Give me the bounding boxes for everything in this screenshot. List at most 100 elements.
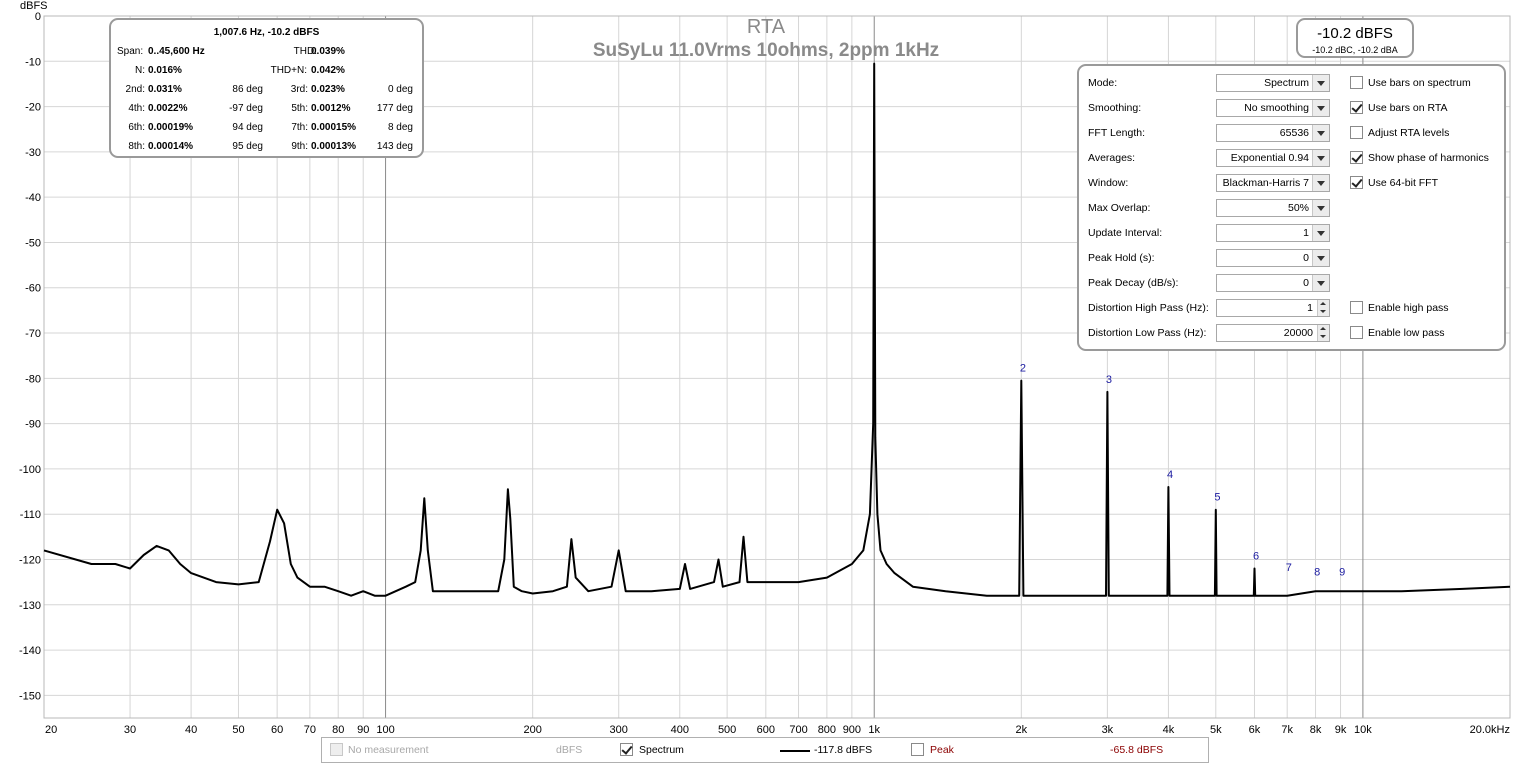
option-checkbox[interactable] (1350, 76, 1363, 89)
control-dropdown[interactable]: 0 (1216, 249, 1330, 267)
option-checkbox-label: Use 64-bit FFT (1368, 177, 1439, 189)
harmonic-5-label: 5th: (291, 103, 308, 114)
span-label: Span: (117, 46, 144, 57)
chevron-down-icon[interactable] (1312, 175, 1329, 191)
harmonic-5-phase: 177 deg (376, 103, 413, 114)
harmonic-label: 8 (1314, 566, 1320, 578)
y-tick-label: -110 (20, 509, 41, 521)
chevron-down-icon[interactable] (1312, 75, 1329, 91)
controls-panel: Mode: Spectrum Smoothing: No smoothing FFT L… (1077, 64, 1506, 351)
y-tick-label: -100 (19, 464, 41, 476)
x-tick-label: 3k (1102, 724, 1114, 736)
harmonic-4-label: 4th: (128, 103, 145, 114)
harmonic-labels: 2 3 4 5 6 7 8 9 (1020, 363, 1345, 579)
option-checkbox[interactable] (1350, 126, 1363, 139)
chevron-down-icon[interactable] (1312, 150, 1329, 166)
control-row: Distortion Low Pass (Hz): 20000 (1088, 324, 1498, 344)
chevron-down-icon[interactable] (1312, 275, 1329, 291)
control-value: 0 (1303, 277, 1309, 289)
peak-checkbox[interactable] (911, 743, 924, 756)
option-checkbox[interactable] (1350, 301, 1363, 314)
control-spinbox[interactable]: 20000 (1216, 324, 1330, 342)
control-label: Averages: (1088, 152, 1136, 164)
thd-label: THD: (293, 46, 317, 57)
control-row: Mode: Spectrum (1088, 74, 1498, 94)
harmonic-9-value: 0.00013% (311, 141, 357, 152)
x-tick-label: 900 (843, 724, 861, 736)
distortion-header: 1,007.6 Hz, -10.2 dBFS (213, 27, 320, 38)
spectrum-checkbox[interactable] (620, 743, 633, 756)
control-spinbox[interactable]: 1 (1216, 299, 1330, 317)
x-tick-label: 4k (1163, 724, 1175, 736)
harmonic-2-phase: 86 deg (232, 84, 263, 95)
no-measurement-checkbox[interactable] (330, 743, 343, 756)
harmonic-label: 4 (1167, 469, 1173, 481)
chevron-down-icon[interactable] (1312, 200, 1329, 216)
option-checkbox-label: Adjust RTA levels (1368, 127, 1450, 139)
control-value: 65536 (1279, 127, 1309, 139)
control-row: Window: Blackman-Harris 7 (1088, 174, 1498, 194)
x-tick-label: 700 (789, 724, 807, 736)
control-label: Peak Hold (s): (1088, 252, 1155, 264)
y-tick-label: -130 (19, 600, 41, 612)
option-checkbox[interactable] (1350, 326, 1363, 339)
y-axis-ticks: 0 -10 -20 -30 -40 -50 -60 -70 -80 -90 -100 -110 -120… (19, 11, 41, 702)
chevron-down-icon[interactable] (1312, 250, 1329, 266)
y-tick-label: -50 (25, 237, 41, 249)
control-dropdown[interactable]: 50% (1216, 199, 1330, 217)
thdn-value: 0.042% (311, 65, 345, 76)
x-tick-label: 6k (1249, 724, 1261, 736)
harmonic-label: 2 (1020, 363, 1026, 375)
y-tick-label: -120 (19, 554, 41, 566)
peak-legend-value: -65.8 dBFS (1110, 744, 1164, 756)
spectrum-legend-value: -117.8 dBFS (814, 744, 873, 756)
y-tick-label: 0 (35, 11, 41, 23)
control-dropdown[interactable]: 65536 (1216, 124, 1330, 142)
control-value: No smoothing (1244, 102, 1309, 114)
x-tick-label: 600 (757, 724, 775, 736)
y-tick-label: -30 (25, 147, 41, 159)
control-row: Smoothing: No smoothing (1088, 99, 1498, 119)
harmonic-9-phase: 143 deg (376, 141, 413, 152)
legend-unit: dBFS (556, 744, 583, 756)
harmonic-9-label: 9th: (291, 141, 308, 152)
x-tick-label: 100 (376, 724, 394, 736)
control-dropdown[interactable]: 1 (1216, 224, 1330, 242)
x-tick-label: 400 (671, 724, 689, 736)
control-dropdown[interactable]: Blackman-Harris 7 (1216, 174, 1330, 192)
harmonic-label: 5 (1214, 492, 1220, 504)
control-dropdown[interactable]: 0 (1216, 274, 1330, 292)
option-checkbox[interactable] (1350, 176, 1363, 189)
control-dropdown[interactable]: No smoothing (1216, 99, 1330, 117)
control-label: Peak Decay (dB/s): (1088, 277, 1179, 289)
harmonic-label: 9 (1339, 566, 1345, 578)
spin-arrows-icon[interactable] (1317, 325, 1329, 341)
harmonic-4-phase: -97 deg (229, 103, 263, 114)
spin-arrows-icon[interactable] (1317, 300, 1329, 316)
harmonic-label: 6 (1253, 551, 1259, 563)
control-value: Blackman-Harris 7 (1222, 177, 1309, 189)
chevron-down-icon[interactable] (1312, 125, 1329, 141)
x-tick-label: 200 (523, 724, 541, 736)
control-value: 0 (1303, 252, 1309, 264)
harmonic-6-value: 0.00019% (148, 122, 194, 133)
control-row: Peak Hold (s): 0 (1088, 249, 1498, 269)
harmonic-5-value: 0.0012% (311, 103, 351, 114)
harmonic-6-phase: 94 deg (232, 122, 263, 133)
level-readout: -10.2 dBFS -10.2 dBC, -10.2 dBA (1296, 18, 1414, 58)
control-dropdown[interactable]: Spectrum (1216, 74, 1330, 92)
y-tick-label: -90 (25, 419, 41, 431)
chevron-down-icon[interactable] (1312, 100, 1329, 116)
peak-legend-label: Peak (930, 744, 954, 756)
control-row: FFT Length: 65536 (1088, 124, 1498, 144)
y-tick-label: -40 (25, 192, 41, 204)
chevron-down-icon[interactable] (1312, 225, 1329, 241)
spectrum-legend-line (780, 750, 810, 752)
control-label: Max Overlap: (1088, 202, 1151, 214)
y-tick-label: -70 (25, 328, 41, 340)
x-tick-label: 300 (610, 724, 628, 736)
option-checkbox[interactable] (1350, 101, 1363, 114)
option-checkbox[interactable] (1350, 151, 1363, 164)
harmonic-7-value: 0.00015% (311, 122, 357, 133)
control-dropdown[interactable]: Exponential 0.94 (1216, 149, 1330, 167)
